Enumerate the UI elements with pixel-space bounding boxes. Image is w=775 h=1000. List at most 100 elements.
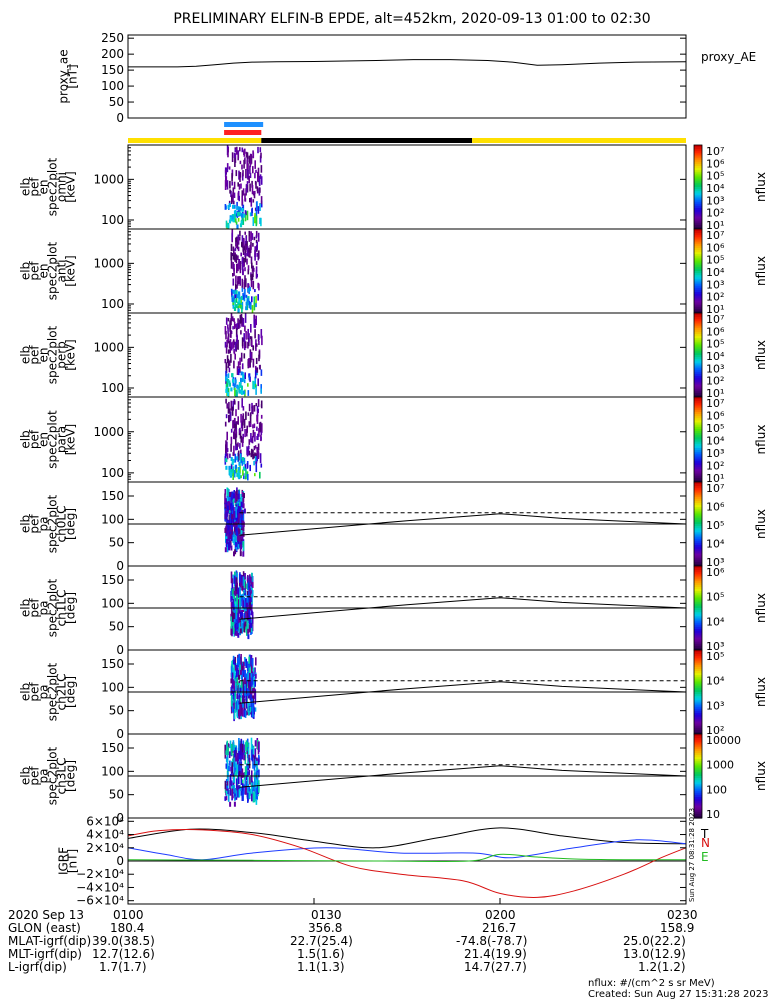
colorbar-tick-label: 10³ <box>706 362 724 375</box>
y-tick-label: 50 <box>109 95 124 109</box>
colorbar-swatch <box>694 637 702 641</box>
spectrogram-cell <box>261 335 263 346</box>
colorbar-swatch <box>694 647 702 651</box>
units-note: nflux: #/(cm^2 s sr MeV) <box>588 978 715 989</box>
spectrogram-cell <box>249 681 252 693</box>
colorbar-swatch <box>694 281 702 285</box>
spectrogram-cell <box>231 685 233 694</box>
colorbar-tick-label: 10⁷ <box>706 313 724 326</box>
spectrogram-cell <box>225 448 228 457</box>
colorbar-swatch <box>694 199 702 203</box>
spectrogram-cell <box>246 771 249 777</box>
spectrogram-cell <box>234 247 237 252</box>
spectrogram-cell <box>255 453 257 459</box>
spectrogram-cell <box>225 538 228 544</box>
spectrogram-cell <box>244 429 246 438</box>
y-axis-label-line: spec2plot <box>46 325 60 384</box>
colorbar-tick-label: 10⁵ <box>706 650 724 663</box>
y-tick-label: 1000 <box>93 172 124 186</box>
spectrogram-cell <box>251 593 253 602</box>
spectrogram-cell <box>242 318 245 327</box>
spectrogram-cell <box>247 390 250 396</box>
spectrogram-cell <box>237 752 239 765</box>
spectrogram-cell <box>247 298 250 303</box>
spectrogram-cell <box>255 302 257 308</box>
footer-value: 0230 <box>667 908 698 922</box>
spectrogram-cell <box>245 301 248 306</box>
spectrogram-cell <box>235 304 238 309</box>
colorbar-swatch <box>694 563 702 567</box>
colorbar-swatch <box>694 260 702 264</box>
spectrogram-cell <box>233 595 235 604</box>
spectrogram-cell <box>234 549 237 555</box>
y-tick-label: −2×10⁴ <box>76 867 124 881</box>
spectrogram-cell <box>228 469 231 476</box>
spectrogram-cell <box>256 405 259 412</box>
spectrogram-cell <box>233 522 236 528</box>
spectrogram-cell <box>237 620 240 628</box>
spectrogram-cell <box>232 341 234 349</box>
legend-N: N <box>701 836 710 850</box>
colorbar-swatch <box>694 671 702 674</box>
spectrogram-cell <box>233 667 236 679</box>
spectrogram-cell <box>259 155 262 163</box>
spectrogram-cell <box>233 204 236 209</box>
colorbar-swatch <box>694 782 702 785</box>
spectrogram-cell <box>240 738 243 752</box>
spectrogram-cell <box>247 341 249 349</box>
spectrogram-cell <box>246 429 248 437</box>
colorbar-swatch <box>694 220 702 224</box>
spectrogram-cell <box>252 217 255 226</box>
colorbar-swatch <box>694 542 702 546</box>
colorbar-swatch <box>694 163 702 167</box>
spectrogram-cell <box>259 453 262 464</box>
spectrogram-cell <box>234 148 237 153</box>
spectrogram-cell <box>248 439 251 445</box>
spectrogram-cell <box>227 327 229 334</box>
colorbar-swatch <box>694 382 702 385</box>
colorbar-swatch <box>694 187 702 190</box>
spectrogram-cell <box>228 414 230 423</box>
spectrogram-cell <box>246 184 249 193</box>
spectrogram-cell <box>240 213 244 218</box>
spectrogram-cell <box>249 212 252 217</box>
spectrogram-cell <box>230 571 233 584</box>
spectrogram-cell <box>230 313 233 322</box>
spectrogram-cell <box>236 205 239 210</box>
spectrogram-cell <box>242 526 245 532</box>
spectrogram-cell <box>238 653 240 666</box>
spectrogram-cell <box>253 454 255 459</box>
spectrogram-cell <box>239 499 241 507</box>
spectrogram-cell <box>249 574 251 587</box>
colorbar-swatch <box>694 392 702 396</box>
spectrogram-cell <box>252 667 255 672</box>
spectrogram-cell <box>248 656 250 664</box>
colorbar-swatch <box>694 660 702 664</box>
spectrogram-cell <box>238 389 241 394</box>
spectrogram-cell <box>235 297 238 303</box>
spectrogram-cell <box>255 357 258 364</box>
colorbar-swatch <box>694 778 702 781</box>
spectrogram-cell <box>230 190 232 198</box>
y-axis-label-line: pa <box>37 769 51 784</box>
spectrogram-cell <box>260 165 263 173</box>
spectrogram-cell <box>256 426 258 431</box>
spectrogram-cell <box>234 379 237 384</box>
spectrogram-cell <box>243 333 245 342</box>
spectrogram-cell <box>237 608 240 621</box>
spectrogram-cell <box>231 529 234 535</box>
spectrogram-cell <box>237 657 239 669</box>
spectrogram-cell <box>224 780 227 790</box>
spectrogram-cell <box>245 151 248 158</box>
colorbar-swatch <box>694 530 702 533</box>
spectrogram-cell <box>241 398 243 408</box>
loss-cone-line <box>239 765 686 788</box>
colorbar-swatch <box>694 371 702 375</box>
spectrogram-cell <box>237 762 239 774</box>
spectrogram-cell <box>229 189 231 194</box>
spectrogram-cell <box>239 264 242 274</box>
spectrogram-cell <box>256 186 259 192</box>
spectrogram-cell <box>241 612 243 617</box>
footer-label: L-igrf(dip) <box>8 960 67 974</box>
colorbar-swatch <box>694 258 702 262</box>
